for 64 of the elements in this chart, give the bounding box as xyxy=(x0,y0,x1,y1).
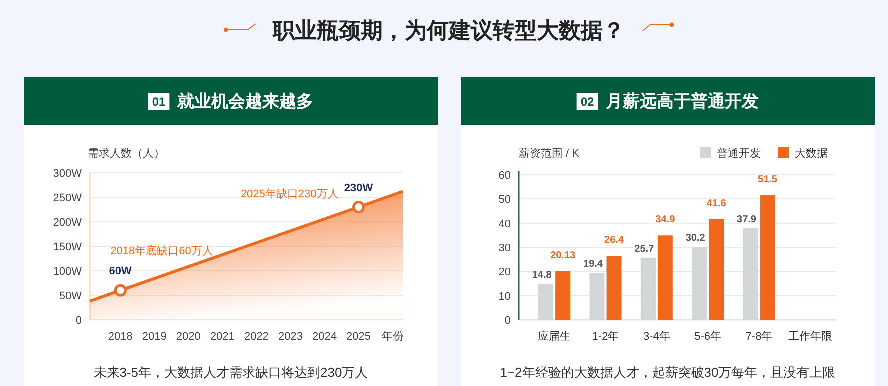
bar xyxy=(556,271,571,320)
x-tick-label: 3-4年 xyxy=(643,331,670,343)
y-tick-label: 30 xyxy=(498,242,511,254)
y-tick-label: 250W xyxy=(53,192,83,204)
data-label: 34.9 xyxy=(656,214,676,226)
y-tick-label: 0 xyxy=(76,315,82,327)
y-axis-title: 需求人数（人） xyxy=(88,147,165,160)
y-tick-label: 60 xyxy=(498,170,511,182)
y-tick-label: 10 xyxy=(498,290,511,303)
annotation: 2025年缺口230万人 xyxy=(240,187,339,200)
data-label: 14.8 xyxy=(532,270,552,282)
legend-label: 普通开发 xyxy=(717,147,761,160)
y-tick-label: 20 xyxy=(498,266,511,279)
x-tick-label: 2021 xyxy=(210,331,235,343)
y-tick-label: 300W xyxy=(53,168,83,180)
x-axis-title: 年份 xyxy=(382,331,404,343)
data-label: 26.4 xyxy=(604,235,624,246)
bar xyxy=(590,273,605,320)
data-label: 25.7 xyxy=(634,244,655,255)
x-tick-label: 2025 xyxy=(346,331,372,343)
annotation: 2018年底缺口60万人 xyxy=(110,244,214,258)
bar xyxy=(658,236,673,320)
x-tick-label: 7-8年 xyxy=(746,331,773,343)
data-label: 41.6 xyxy=(706,198,727,210)
y-tick-label: 0 xyxy=(504,315,511,327)
bar xyxy=(743,228,758,320)
y-tick-label: 40 xyxy=(498,218,511,230)
data-label: 19.4 xyxy=(584,259,604,270)
text: 02 xyxy=(580,95,594,109)
x-tick-label: 2022 xyxy=(244,331,269,343)
data-label: 37.9 xyxy=(737,214,757,226)
chart-title: 就业机会越来越多 xyxy=(176,92,314,111)
y-tick-label: 50 xyxy=(498,194,511,206)
x-tick-label: 2018 xyxy=(108,331,133,343)
y-axis-title: 薪资范围 / K xyxy=(519,147,580,160)
bar xyxy=(760,196,776,320)
y-tick-label: 50W xyxy=(59,290,83,302)
bar xyxy=(709,219,724,320)
x-tick-label: 2019 xyxy=(142,331,167,343)
data-label: 20.13 xyxy=(550,250,576,262)
x-tick-label: 5-6年 xyxy=(694,331,722,343)
text: 1~2年经验的大数据人才，起薪突破30万每年，且没有上限 xyxy=(500,365,836,380)
x-tick-label: 应届生 xyxy=(538,330,572,343)
data-label: 30.2 xyxy=(686,233,706,244)
data-label: 60W xyxy=(109,266,133,278)
chart-title: 月薪远高于普通开发 xyxy=(605,91,760,111)
text: 职业瓶颈期，为何建议转型大数据？ xyxy=(272,18,625,43)
data-label: 51.5 xyxy=(758,174,778,186)
data-label: 230W xyxy=(344,182,374,194)
bar xyxy=(538,284,554,320)
x-tick-label: 2023 xyxy=(278,331,303,343)
x-axis-title: 工作年限 xyxy=(788,331,832,343)
text: 未来3-5年，大数据人才需求缺口将达到230万人 xyxy=(94,365,368,380)
bar xyxy=(640,258,656,320)
x-tick-label: 2024 xyxy=(312,331,337,343)
y-tick-label: 150W xyxy=(53,242,83,254)
bar xyxy=(692,247,708,320)
text: 01 xyxy=(152,95,166,109)
x-tick-label: 2020 xyxy=(176,331,201,343)
legend-label: 大数据 xyxy=(795,147,828,160)
bar xyxy=(606,256,622,320)
y-tick-label: 200W xyxy=(53,217,83,229)
y-tick-label: 100W xyxy=(53,266,83,278)
x-tick-label: 1-2年 xyxy=(592,331,620,343)
